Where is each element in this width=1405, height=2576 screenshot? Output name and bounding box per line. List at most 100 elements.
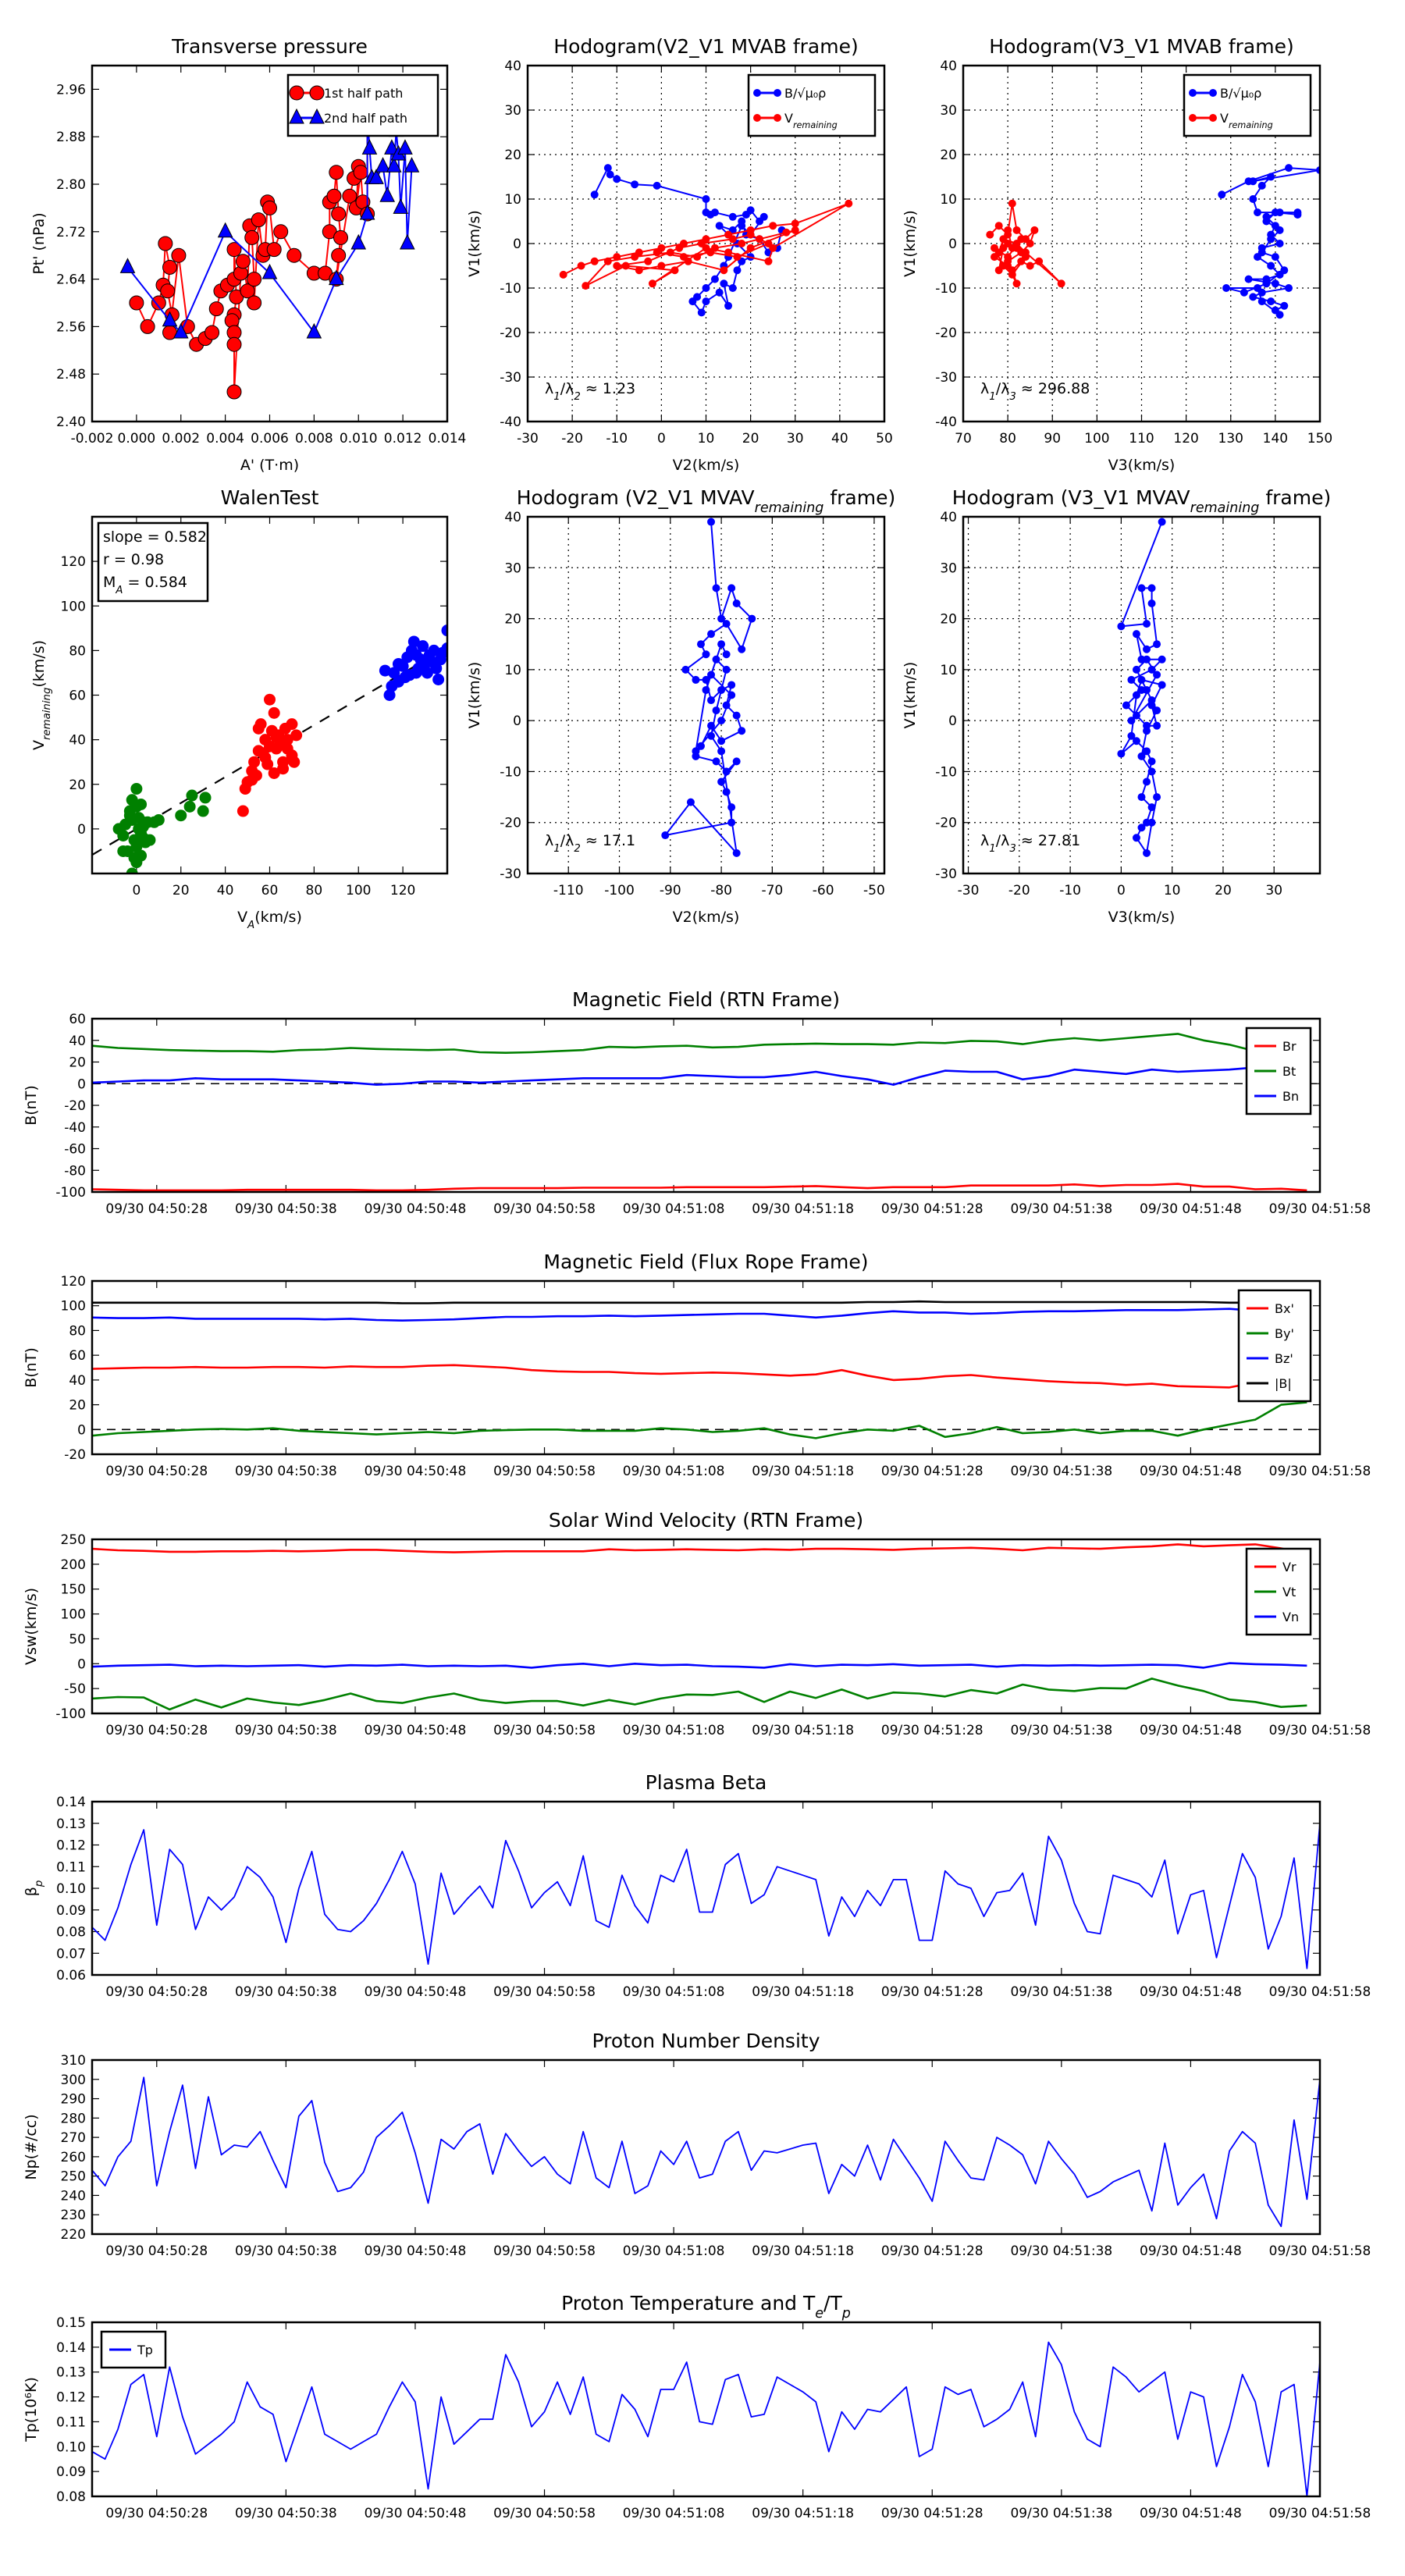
- stats-line-part: r = 0.98: [103, 551, 164, 568]
- eigenvalue-ratio-annotation-part: 2: [574, 843, 580, 855]
- group-3-data-point: [432, 674, 445, 686]
- b-data-point: [702, 284, 710, 292]
- legend-box: [286, 73, 439, 137]
- legend-label-part: V: [784, 111, 793, 126]
- chart-title-part: Magnetic Field (Flux Rope Frame): [543, 1251, 868, 1273]
- y-tick-label: 10: [504, 192, 521, 208]
- vremaining-data-point: [613, 253, 621, 262]
- x-tick-label: -20: [1008, 883, 1030, 898]
- y-tick-label: 0.10: [56, 2439, 86, 2455]
- legend-label-part: Bz': [1275, 1351, 1293, 1366]
- y-tick-label: 20: [504, 612, 521, 628]
- 1st-half-path-data-point: [151, 295, 166, 311]
- chart-title-part: p: [841, 2306, 851, 2322]
- eigenvalue-ratio-annotation-part: /λ: [560, 832, 574, 849]
- x-tick-label: 09/30 04:51:18: [752, 2506, 854, 2521]
- chart-title: Transverse pressure: [171, 35, 368, 58]
- stats-box-frame: [97, 521, 209, 603]
- y-tick-label: 0.11: [56, 1859, 86, 1875]
- vremaining-data-point: [1008, 199, 1016, 208]
- y-tick-label: 0.13: [56, 1816, 86, 1832]
- vremaining-data-point: [1021, 253, 1030, 262]
- legend-label: Tp: [137, 2343, 153, 2357]
- x-tick-label: 09/30 04:51:48: [1140, 1984, 1242, 2000]
- y-tick-label: -20: [500, 816, 521, 831]
- x-tick-label: 09/30 04:51:08: [623, 2243, 725, 2259]
- v1-vs-v3-data-point: [1147, 767, 1156, 776]
- v1-vs-v2-data-point: [681, 665, 690, 674]
- legend-label-part: remaining: [793, 120, 838, 130]
- plot-area: [92, 1033, 1307, 1192]
- v1-vs-v2-data-point: [717, 747, 726, 756]
- 2nd-half-path-data-point: [350, 233, 367, 250]
- legend-marker: [753, 89, 761, 97]
- x-tick-label: 09/30 04:51:18: [752, 1984, 854, 2000]
- chart-title-part: Hodogram (V2_V1 MVAV: [517, 486, 755, 509]
- 1st-half-path-data-point: [331, 247, 347, 263]
- eigenvalue-ratio-annotation-part: ≈ 1.23: [581, 380, 635, 397]
- y-tick-label: 40: [69, 733, 86, 749]
- legend-label-part: B/√μ₀ρ: [784, 86, 826, 101]
- chart-title: Hodogram(V2_V1 MVAB frame): [553, 35, 858, 58]
- v1-vs-v2-data-point: [707, 731, 716, 740]
- b-data-point: [1249, 195, 1257, 203]
- 1st-half-path-data-point: [158, 236, 173, 251]
- legend-label-part: Vr: [1282, 1560, 1297, 1574]
- chart-title-part: Hodogram(V3_V1 MVAB frame): [989, 35, 1293, 58]
- b-data-point: [1280, 301, 1289, 310]
- x-tick-label: 09/30 04:51:18: [752, 1201, 854, 1217]
- x-tick-label: 09/30 04:51:28: [881, 1201, 984, 1217]
- b-data-point: [702, 195, 710, 203]
- group-2-data-point: [246, 774, 258, 786]
- y-tick-label: 2.56: [56, 319, 86, 335]
- v1-vs-v3-data-point: [1143, 620, 1151, 628]
- x-tick-label: 09/30 04:50:48: [365, 1723, 467, 1738]
- x-axis-label-part: V3(km/s): [1108, 457, 1176, 474]
- v1-vs-v2-data-point: [696, 742, 705, 750]
- v1-vs-v3-data-point: [1153, 721, 1161, 730]
- x-axis-label: V2(km/s): [673, 457, 740, 474]
- legend-marker: [309, 108, 325, 124]
- chart-title-part: frame): [1259, 486, 1331, 509]
- eigenvalue-ratio-annotation: λ1/λ2 ≈ 17.1: [545, 832, 635, 855]
- v1-vs-v3-data-point: [1147, 584, 1156, 592]
- y-axis-label-part: B(nT): [23, 1347, 40, 1388]
- 1st-half-path-data-point: [240, 283, 255, 299]
- legend-label: Vr: [1282, 1560, 1297, 1574]
- eigenvalue-ratio-annotation-part: λ: [545, 832, 553, 849]
- y-tick-label: 20: [69, 777, 86, 793]
- b-data-point: [728, 284, 737, 292]
- x-tick-label: 10: [1164, 883, 1181, 898]
- y-tick-label: 40: [940, 59, 957, 74]
- b-data-point: [1280, 266, 1289, 275]
- y-axis-label-part: β: [23, 1887, 40, 1896]
- plot-area: [661, 518, 756, 857]
- bn-series-line: [92, 1059, 1307, 1086]
- vt-series-line: [92, 1678, 1307, 1711]
- y-tick-label: 0.12: [56, 2390, 86, 2406]
- stats-line-part: = 0.584: [123, 574, 187, 591]
- x-tick-label: 09/30 04:51:08: [623, 1201, 725, 1217]
- y-tick-label: 40: [940, 510, 957, 525]
- eigenvalue-ratio-annotation: λ1/λ3 ≈ 27.81: [980, 832, 1080, 855]
- x-tick-label: 20: [173, 883, 190, 898]
- 2nd-half-path-data-point: [400, 233, 415, 250]
- x-tick-label: 09/30 04:51:48: [1140, 1201, 1242, 1217]
- vremaining-data-point: [621, 262, 630, 270]
- y-tick-label: 50: [69, 1631, 86, 1647]
- v1-vs-v2-data-point: [732, 599, 741, 607]
- y-axis-label: Vsw(km/s): [23, 1588, 40, 1665]
- x-tick-label: 09/30 04:51:58: [1269, 2243, 1371, 2259]
- y-tick-label: 150: [61, 1582, 86, 1598]
- group-3-data-point: [425, 656, 438, 668]
- axes-frame: [91, 2058, 1321, 2236]
- v1-vs-v3-data-point: [1127, 717, 1136, 725]
- x-tick-label: 09/30 04:51:28: [881, 2243, 984, 2259]
- b-data-point: [715, 222, 724, 230]
- x-axis-label-part: V3(km/s): [1108, 909, 1176, 926]
- v1-vs-v2-data-point: [717, 640, 726, 649]
- v1-vs-v2-data-point: [707, 721, 716, 730]
- group-2-data-point: [268, 767, 280, 779]
- y-axis-label-part: V1(km/s): [902, 210, 919, 277]
- vremaining-data-point: [613, 262, 621, 270]
